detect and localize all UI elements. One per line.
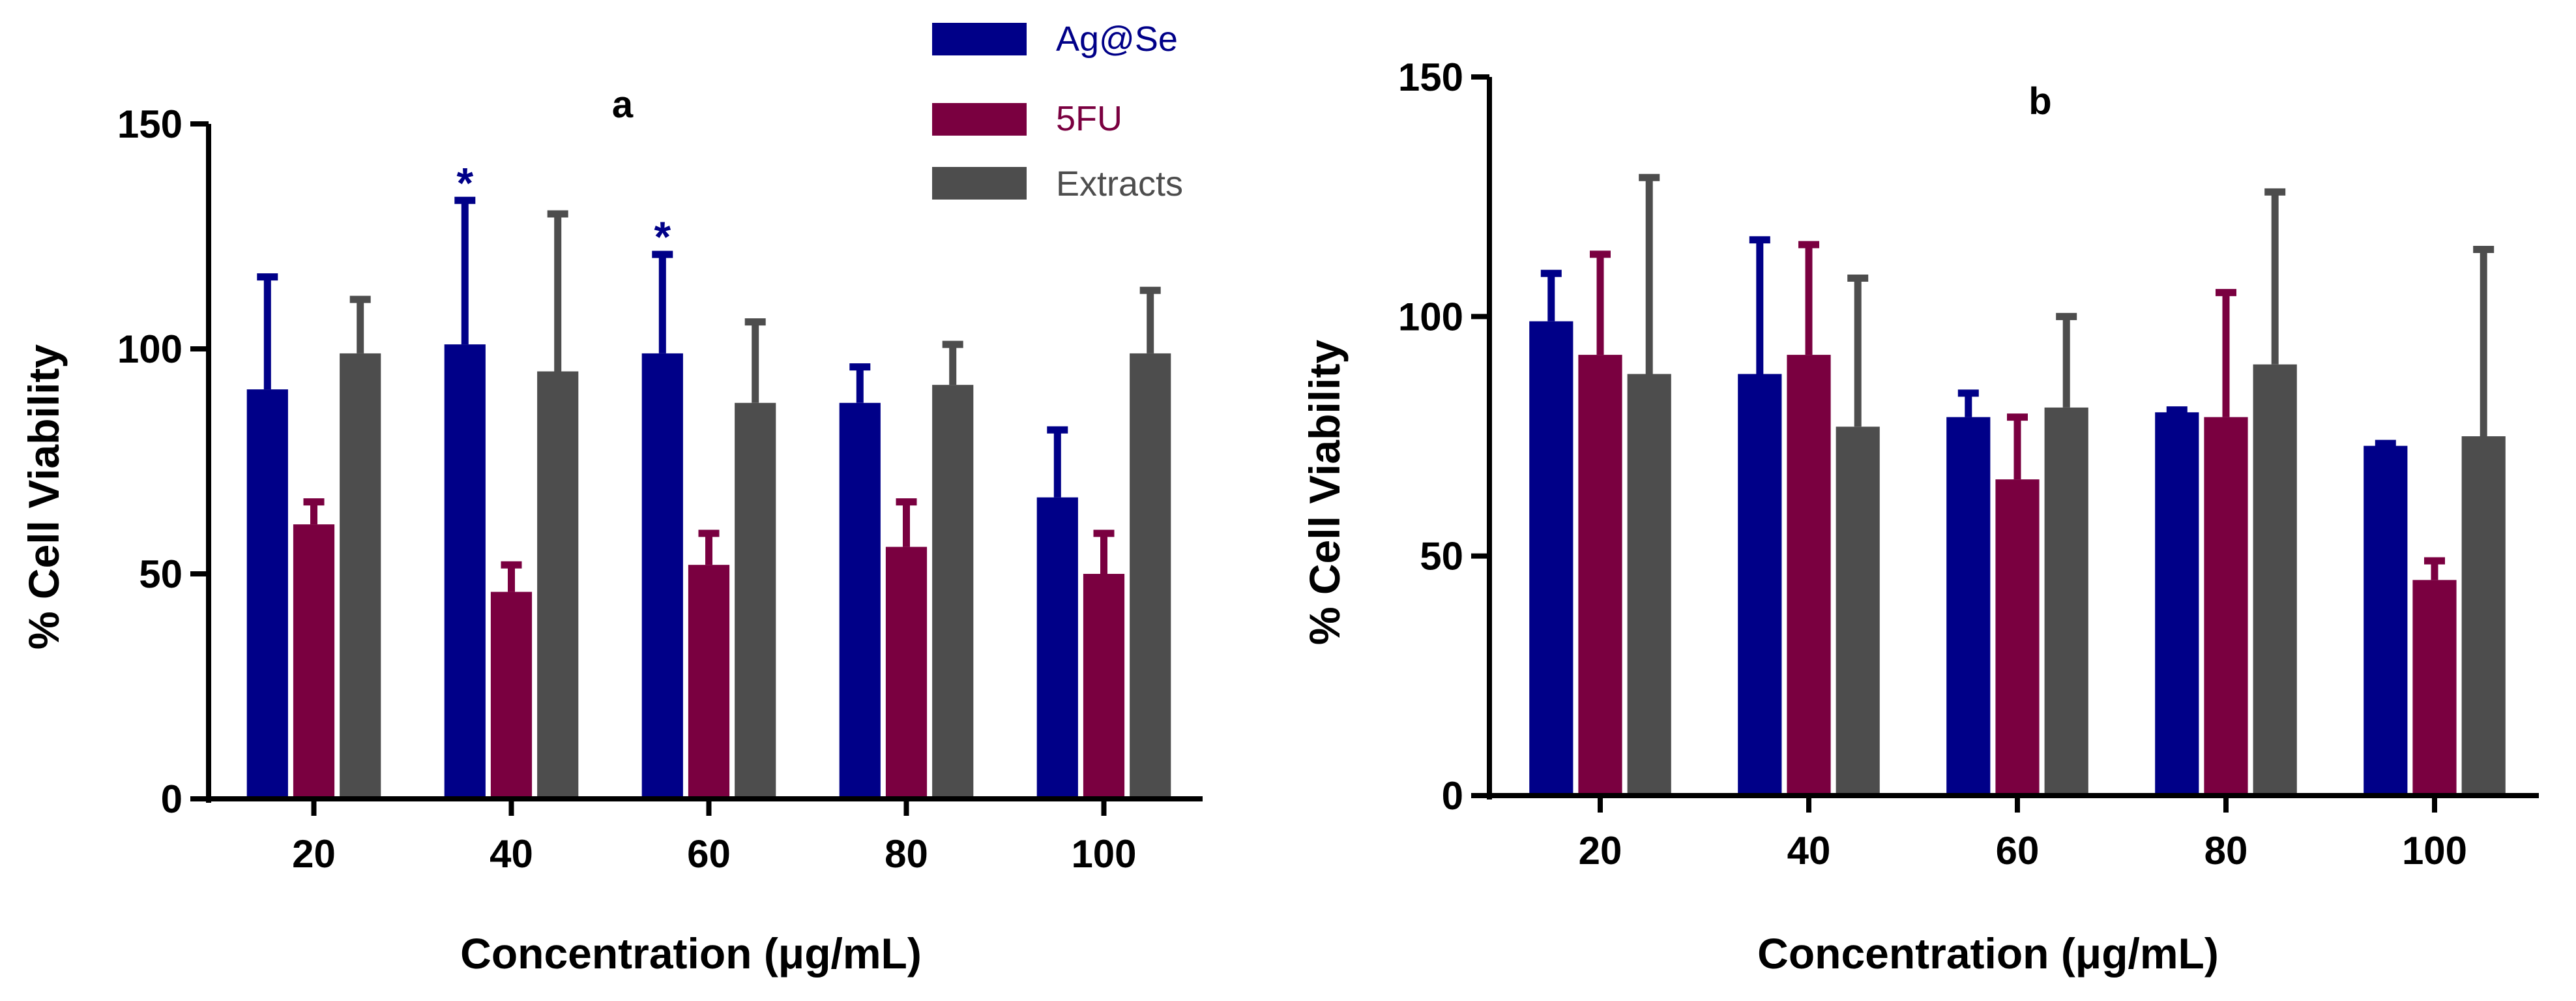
panel-a-bar-ag-se-20 (246, 389, 288, 799)
legend-swatch-5fu (932, 103, 1027, 136)
panel-b-bar-ag-se-60 (1946, 417, 1991, 796)
panel-b-bar-5fu-40 (1787, 355, 1831, 796)
panel-a-bar-ag-se-60 (641, 353, 683, 799)
legend-label-5fu: 5FU (1056, 99, 1122, 138)
panel-a-xlabel: Concentration (μg/mL) (460, 929, 922, 978)
panel-b-bar-extracts-20 (1627, 374, 1671, 796)
panel-a-ylabel: % Cell Viability (20, 344, 68, 650)
panel-b-x-tick-label-80: 80 (2204, 829, 2248, 873)
panel-a-bar-ag-se-80 (839, 402, 881, 799)
panel-a-bar-5fu-20 (293, 524, 335, 799)
panel-b-bar-extracts-80 (2253, 364, 2297, 796)
panel-a-bar-extracts-60 (735, 402, 776, 799)
panel-a-y-tick-label-50: 50 (139, 552, 183, 596)
panel-b-y-tick-label-150: 150 (1398, 55, 1463, 99)
panel-b-y-tick-label-50: 50 (1420, 535, 1463, 578)
panel-b-xlabel: Concentration (μg/mL) (1757, 929, 2219, 978)
panel-a-bar-5fu-60 (688, 565, 730, 799)
panel-a: a % Cell Viability Concentration (μg/mL)… (20, 83, 1203, 978)
panel-a-x-tick-label-20: 20 (292, 832, 336, 876)
panel-b-x-tick-label-60: 60 (1996, 829, 2040, 873)
legend-label-extracts: Extracts (1056, 164, 1183, 203)
panel-b-bar-ag-se-40 (1738, 374, 1782, 796)
panel-a-y-tick-label-0: 0 (161, 777, 183, 821)
panel-a-significance-star-1: * (654, 213, 671, 261)
legend-swatch-ag-se (932, 23, 1027, 55)
panel-a-bar-5fu-40 (490, 591, 533, 799)
panel-b-x-tick-label-40: 40 (1787, 829, 1831, 873)
panel-a-x-tick-label-60: 60 (687, 832, 731, 876)
panel-a-bar-extracts-40 (537, 371, 579, 799)
panel-a-x-tick-label-100: 100 (1071, 832, 1136, 876)
panel-b-bar-5fu-20 (1578, 355, 1622, 796)
panel-b-bar-extracts-60 (2044, 407, 2088, 796)
panel-b-bar-ag-se-80 (2155, 412, 2199, 796)
panel-a-bar-5fu-80 (885, 546, 928, 799)
panel-b: b % Cell Viability Concentration (μg/mL)… (1300, 55, 2539, 978)
panel-a-x-tick-label-80: 80 (885, 832, 928, 876)
panel-b-plot: 0 50 100 150 20 40 60 80 100 (1398, 55, 2539, 873)
panel-a-bar-5fu-100 (1083, 574, 1125, 799)
panel-b-bar-5fu-80 (2204, 417, 2248, 796)
legend-swatch-extracts (932, 167, 1027, 200)
panel-a-bar-ag-se-100 (1036, 497, 1078, 799)
panel-a-bar-extracts-80 (932, 385, 974, 799)
panel-a-x-tick-label-40: 40 (490, 832, 533, 876)
panel-b-bar-extracts-100 (2461, 436, 2506, 796)
legend: Ag@Se 5FU Extracts (932, 20, 1183, 203)
panel-b-y-tick-label-100: 100 (1398, 295, 1463, 338)
panel-b-y-tick-label-0: 0 (1442, 774, 1463, 818)
panel-a-bar-ag-se-40 (444, 344, 486, 799)
panel-b-title: b (2028, 80, 2051, 123)
panel-b-bar-extracts-40 (1836, 426, 1880, 796)
panel-a-title: a (612, 83, 634, 126)
panel-a-bar-extracts-100 (1130, 353, 1171, 799)
panel-a-significance-star-0: * (456, 158, 473, 207)
panel-b-bar-5fu-60 (1995, 479, 2040, 796)
panel-b-x-tick-label-100: 100 (2402, 829, 2467, 873)
panel-b-ylabel: % Cell Viability (1300, 340, 1349, 646)
panel-a-y-tick-label-150: 150 (117, 102, 183, 146)
panel-b-bar-ag-se-20 (1529, 321, 1573, 796)
legend-label-ag-se: Ag@Se (1056, 20, 1178, 59)
panel-b-bar-5fu-100 (2412, 580, 2457, 796)
panel-a-y-tick-label-100: 100 (117, 327, 183, 371)
panel-a-plot: * * 0 50 100 150 20 40 60 80 100 (117, 102, 1203, 876)
panel-a-bar-extracts-20 (340, 353, 381, 799)
panel-b-bar-ag-se-100 (2364, 445, 2408, 796)
panel-b-x-tick-label-20: 20 (1579, 829, 1622, 873)
